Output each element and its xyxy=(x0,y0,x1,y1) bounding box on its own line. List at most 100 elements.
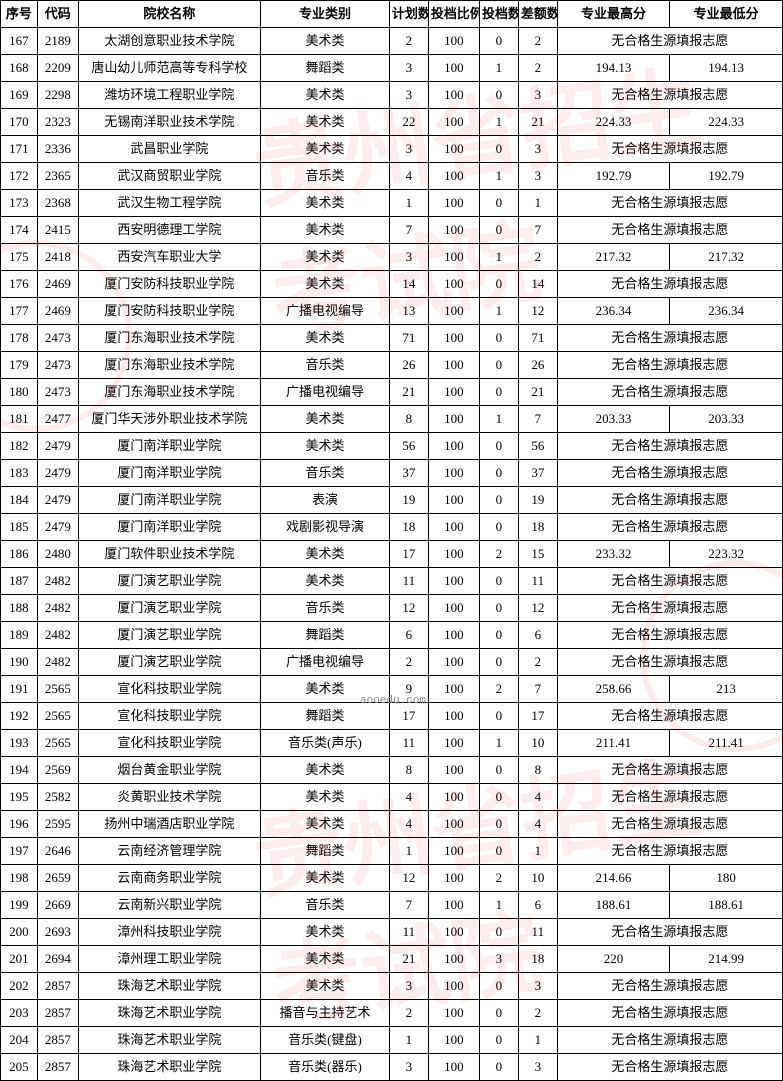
cell-name: 厦门南洋职业学院 xyxy=(78,460,260,487)
cell-diff: 7 xyxy=(518,217,557,244)
table-row: 2052857珠海艺术职业学院音乐类(器乐)310003无合格生源填报志愿 xyxy=(1,1054,783,1081)
table-row: 1732368武汉生物工程学院美术类110001无合格生源填报志愿 xyxy=(1,190,783,217)
cell-plan: 2 xyxy=(389,1000,428,1027)
cell-name: 厦门软件职业技术学院 xyxy=(78,541,260,568)
cell-name: 烟台黄金职业学院 xyxy=(78,757,260,784)
cell-name: 云南经济管理学院 xyxy=(78,838,260,865)
table-row: 2002693漳州科技职业学院美术类11100011无合格生源填报志愿 xyxy=(1,919,783,946)
table-row: 1882482厦门演艺职业学院音乐类12100012无合格生源填报志愿 xyxy=(1,595,783,622)
cell-name: 扬州中瑞酒店职业学院 xyxy=(78,811,260,838)
cell-filed: 3 xyxy=(479,946,518,973)
cell-major: 音乐类 xyxy=(260,595,389,622)
cell-seq: 192 xyxy=(1,703,38,730)
th-diff: 差额数 xyxy=(518,1,557,28)
cell-filed: 0 xyxy=(479,136,518,163)
cell-ratio: 100 xyxy=(428,649,479,676)
cell-filed: 0 xyxy=(479,622,518,649)
cell-filed: 0 xyxy=(479,379,518,406)
cell-no-source: 无合格生源填报志愿 xyxy=(557,217,782,244)
cell-major: 美术类 xyxy=(260,190,389,217)
cell-diff: 6 xyxy=(518,892,557,919)
cell-ratio: 100 xyxy=(428,379,479,406)
cell-no-source: 无合格生源填报志愿 xyxy=(557,649,782,676)
cell-code: 2479 xyxy=(37,460,78,487)
cell-code: 2595 xyxy=(37,811,78,838)
cell-name: 西安汽车职业大学 xyxy=(78,244,260,271)
cell-plan: 56 xyxy=(389,433,428,460)
cell-major: 戏剧影视导演 xyxy=(260,514,389,541)
cell-no-source: 无合格生源填报志愿 xyxy=(557,595,782,622)
cell-ratio: 100 xyxy=(428,433,479,460)
small-watermark: aooedu.com xyxy=(360,695,426,707)
cell-no-source: 无合格生源填报志愿 xyxy=(557,379,782,406)
cell-filed: 0 xyxy=(479,784,518,811)
cell-high: 192.79 xyxy=(557,163,670,190)
cell-name: 武昌职业学院 xyxy=(78,136,260,163)
table-row: 1712336武昌职业学院美术类310003无合格生源填报志愿 xyxy=(1,136,783,163)
cell-ratio: 100 xyxy=(428,973,479,1000)
cell-plan: 4 xyxy=(389,784,428,811)
cell-code: 2479 xyxy=(37,514,78,541)
cell-name: 厦门南洋职业学院 xyxy=(78,514,260,541)
cell-plan: 12 xyxy=(389,865,428,892)
table-row: 1772469厦门安防科技职业学院广播电视编导13100112236.34236… xyxy=(1,298,783,325)
cell-diff: 26 xyxy=(518,352,557,379)
cell-diff: 15 xyxy=(518,541,557,568)
page-wrap: 贵州省招生考试院 贵州省招生考试院 aooedu.com 序号 代码 院校名称 … xyxy=(0,0,783,1081)
cell-seq: 190 xyxy=(1,649,38,676)
cell-low: 236.34 xyxy=(670,298,783,325)
cell-major: 美术类 xyxy=(260,568,389,595)
cell-diff: 56 xyxy=(518,433,557,460)
cell-major: 美术类 xyxy=(260,109,389,136)
cell-seq: 172 xyxy=(1,163,38,190)
th-seq: 序号 xyxy=(1,1,38,28)
cell-seq: 191 xyxy=(1,676,38,703)
cell-no-source: 无合格生源填报志愿 xyxy=(557,514,782,541)
cell-low: 188.61 xyxy=(670,892,783,919)
cell-name: 厦门东海职业技术学院 xyxy=(78,325,260,352)
cell-diff: 1 xyxy=(518,190,557,217)
cell-code: 2473 xyxy=(37,325,78,352)
cell-plan: 4 xyxy=(389,163,428,190)
cell-name: 西安明德理工学院 xyxy=(78,217,260,244)
cell-high: 217.32 xyxy=(557,244,670,271)
cell-filed: 2 xyxy=(479,865,518,892)
cell-no-source: 无合格生源填报志愿 xyxy=(557,487,782,514)
cell-major: 音乐类 xyxy=(260,163,389,190)
cell-major: 美术类 xyxy=(260,82,389,109)
cell-major: 音乐类(声乐) xyxy=(260,730,389,757)
cell-code: 2298 xyxy=(37,82,78,109)
cell-no-source: 无合格生源填报志愿 xyxy=(557,352,782,379)
th-low: 专业最低分 xyxy=(670,1,783,28)
cell-major: 广播电视编导 xyxy=(260,379,389,406)
cell-plan: 3 xyxy=(389,136,428,163)
cell-major: 美术类 xyxy=(260,757,389,784)
cell-name: 漳州理工职业学院 xyxy=(78,946,260,973)
cell-filed: 0 xyxy=(479,1054,518,1081)
cell-high: 236.34 xyxy=(557,298,670,325)
cell-high: 220 xyxy=(557,946,670,973)
cell-seq: 179 xyxy=(1,352,38,379)
cell-no-source: 无合格生源填报志愿 xyxy=(557,190,782,217)
cell-plan: 2 xyxy=(389,28,428,55)
cell-diff: 8 xyxy=(518,757,557,784)
cell-filed: 0 xyxy=(479,811,518,838)
cell-ratio: 100 xyxy=(428,190,479,217)
cell-plan: 14 xyxy=(389,271,428,298)
cell-diff: 4 xyxy=(518,811,557,838)
cell-seq: 186 xyxy=(1,541,38,568)
cell-plan: 7 xyxy=(389,892,428,919)
cell-name: 武汉商贸职业学院 xyxy=(78,163,260,190)
cell-diff: 1 xyxy=(518,1027,557,1054)
cell-no-source: 无合格生源填报志愿 xyxy=(557,82,782,109)
cell-filed: 1 xyxy=(479,109,518,136)
cell-code: 2857 xyxy=(37,973,78,1000)
cell-name: 潍坊环境工程职业学院 xyxy=(78,82,260,109)
th-plan: 计划数 xyxy=(389,1,428,28)
cell-diff: 11 xyxy=(518,919,557,946)
table-row: 1982659云南商务职业学院美术类12100210214.66180 xyxy=(1,865,783,892)
cell-code: 2189 xyxy=(37,28,78,55)
cell-diff: 6 xyxy=(518,622,557,649)
cell-ratio: 100 xyxy=(428,406,479,433)
cell-code: 2857 xyxy=(37,1000,78,1027)
